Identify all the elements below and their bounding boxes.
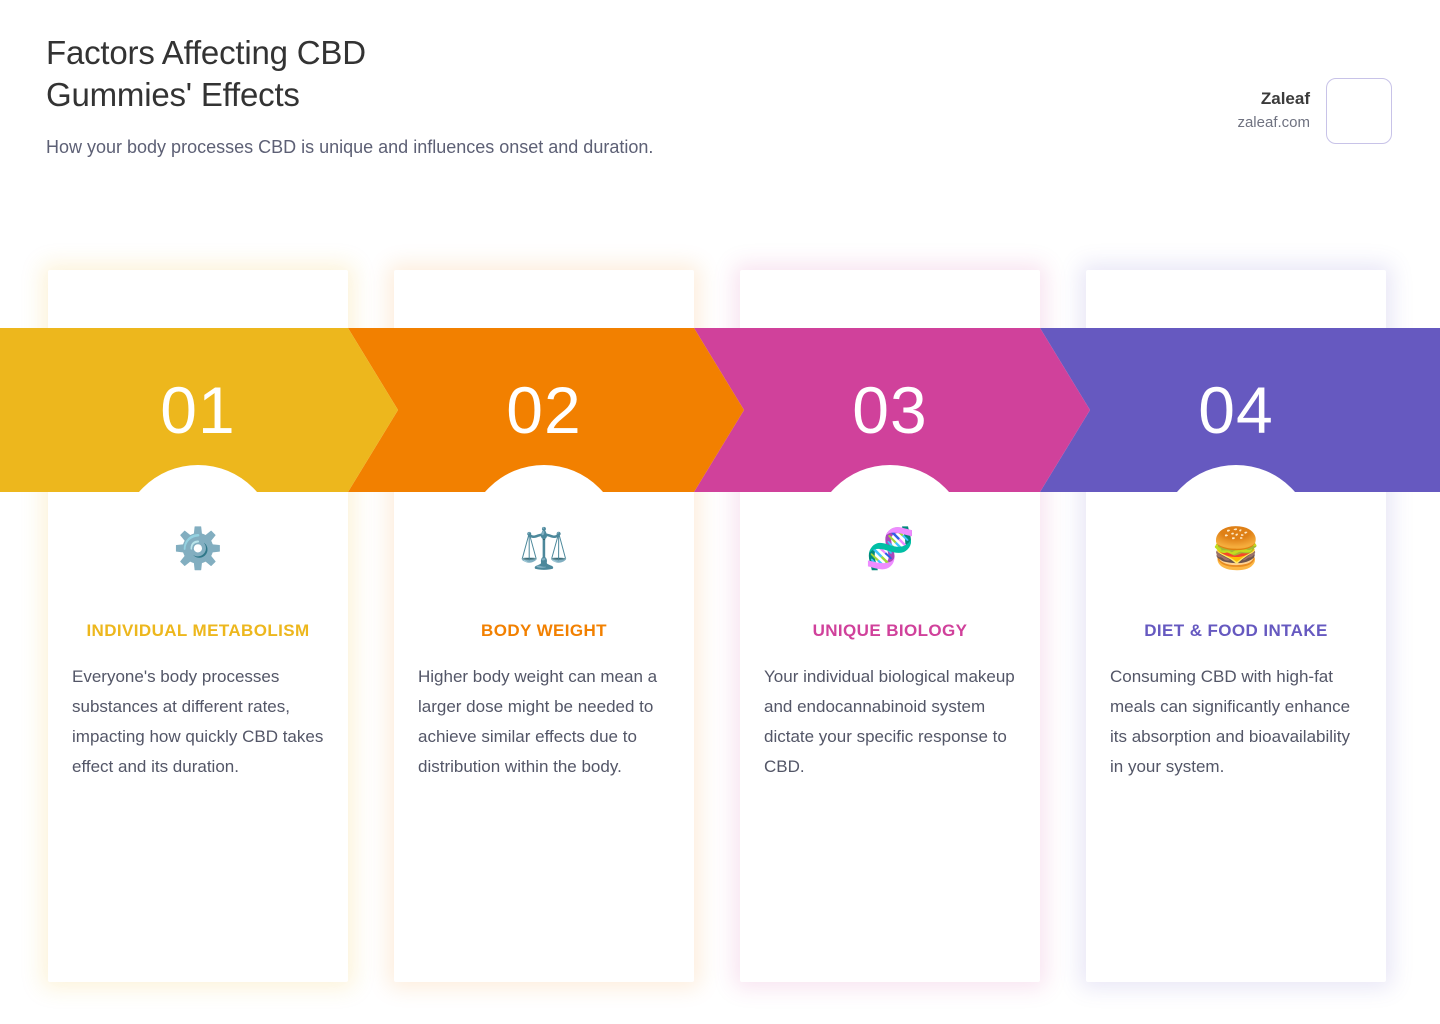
step-card-3-body: Your individual biological makeup and en… <box>764 667 1015 776</box>
step-card-1-body: Everyone's body processes substances at … <box>72 667 324 776</box>
ribbon-segment-4 <box>1040 328 1440 492</box>
balance-scale-icon: ⚖️ <box>519 527 569 571</box>
step-card-4-body: Consuming CBD with high-fat meals can si… <box>1110 667 1351 776</box>
step-card-4-content: 🍔 DIET & FOOD INTAKE Consuming CBD with … <box>1086 522 1386 782</box>
page-title: Factors Affecting CBD Gummies' Effects <box>46 32 806 116</box>
title-block: Factors Affecting CBD Gummies' Effects H… <box>46 32 806 163</box>
step-card-1-title: INDIVIDUAL METABOLISM <box>86 621 310 640</box>
step-card-3-title: UNIQUE BIOLOGY <box>812 621 968 640</box>
step-card-2-content: ⚖️ BODY WEIGHT Higher body weight can me… <box>394 522 694 782</box>
page-title-line-1: Factors Affecting CBD <box>46 34 366 71</box>
ribbon-segment-1 <box>0 328 398 492</box>
brand-text: Zaleaf zaleaf.com <box>1237 88 1310 133</box>
step-card-2-body: Higher body weight can mean a larger dos… <box>418 667 658 776</box>
gear-icon: ⚙️ <box>173 527 223 571</box>
brand-block: Zaleaf zaleaf.com <box>1237 78 1392 144</box>
ribbon-segment-3 <box>694 328 1090 492</box>
hamburger-icon: 🍔 <box>1211 527 1261 571</box>
step-ribbon <box>0 328 1440 492</box>
step-card-4-title: DIET & FOOD INTAKE <box>1144 621 1328 640</box>
page-subtitle: How your body processes CBD is unique an… <box>46 137 654 157</box>
step-card-2-title: BODY WEIGHT <box>481 621 607 640</box>
dna-icon: 🧬 <box>865 527 915 571</box>
step-card-1-content: ⚙️ INDIVIDUAL METABOLISM Everyone's body… <box>48 522 348 782</box>
brand-url: zaleaf.com <box>1237 114 1310 132</box>
brand-name: Zaleaf <box>1260 89 1310 109</box>
page-title-line-2: Gummies' Effects <box>46 76 300 113</box>
header: Factors Affecting CBD Gummies' Effects H… <box>0 0 1440 250</box>
step-card-3-content: 🧬 UNIQUE BIOLOGY Your individual biologi… <box>740 522 1040 782</box>
brand-logo-placeholder <box>1326 78 1392 144</box>
ribbon-segment-2 <box>348 328 744 492</box>
